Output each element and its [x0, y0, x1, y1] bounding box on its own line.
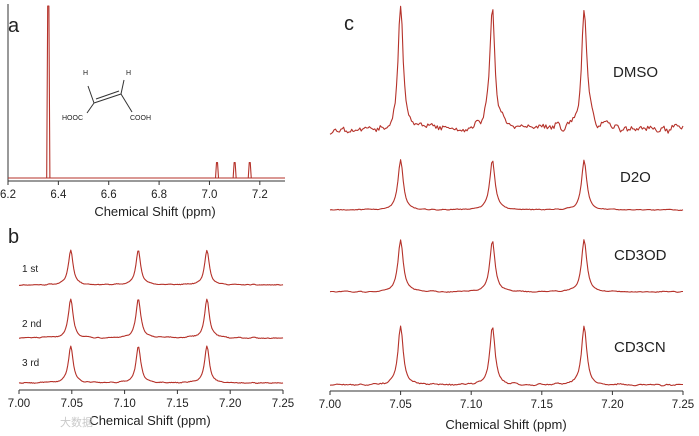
- x-tick-label: 7.2: [252, 189, 268, 201]
- panel-a-letter: a: [8, 15, 20, 37]
- bond-cooh-left: [86, 102, 95, 114]
- x-tick-label: 7.10: [460, 399, 482, 411]
- bond-h-right: [120, 79, 125, 95]
- spectrum-line: [329, 159, 684, 212]
- panel-a-xlabel: Chemical Shift (ppm): [94, 204, 215, 219]
- bond-h-left: [87, 85, 95, 104]
- spectrum-line: [18, 249, 284, 286]
- panel-b-xlabel: Chemical Shift (ppm): [89, 413, 210, 428]
- spectrum-line: [329, 325, 683, 387]
- run-label-1: 1 st: [22, 264, 38, 275]
- solvent-label-cd3od: CD3OD: [614, 247, 667, 264]
- x-tick-label: 7.20: [219, 398, 241, 410]
- nmr-peak: [214, 161, 220, 179]
- maleic-acid-structure: H H HOOC COOH: [62, 70, 151, 122]
- spectrum-line: [329, 239, 683, 293]
- x-tick-label: 7.25: [272, 398, 294, 410]
- mol-cooh: COOH: [130, 115, 151, 122]
- solvent-label-d2o: D2O: [620, 169, 651, 186]
- nmr-peak: [232, 161, 237, 179]
- x-tick-label: 7.10: [113, 398, 135, 410]
- bond-double-outer: [93, 93, 122, 104]
- x-tick-label: 7.25: [672, 399, 694, 411]
- x-tick-label: 7.00: [8, 398, 30, 410]
- x-tick-label: 7.05: [61, 398, 83, 410]
- x-tick-label: 7.15: [531, 399, 553, 411]
- panel-c-letter: c: [344, 13, 354, 35]
- run-label-3: 3 rd: [22, 358, 39, 369]
- mol-hooc: HOOC: [62, 115, 83, 122]
- x-tick-label: 7.0: [201, 189, 217, 201]
- panel-c-xlabel: Chemical Shift (ppm): [445, 417, 566, 432]
- chart-panel-b: 7.00 7.05 7.10 7.15 7.20 7.25: [8, 249, 294, 410]
- nmr-peak: [247, 161, 252, 179]
- spectrum-line: [329, 5, 684, 135]
- run-label-2: 2 nd: [22, 319, 41, 330]
- spectrum-line: [18, 345, 284, 385]
- mol-h-left: H: [83, 70, 88, 77]
- solvent-label-dmso: DMSO: [613, 64, 658, 81]
- x-tick-label: 7.15: [166, 398, 188, 410]
- x-tick-label: 7.05: [389, 399, 411, 411]
- chart-panel-c: 7.00 7.05 7.10 7.15 7.20 7.25: [319, 5, 694, 411]
- x-tick-label: 7.20: [601, 399, 623, 411]
- nmr-peak: [46, 5, 51, 179]
- bond-cooh-right: [120, 93, 133, 113]
- panel-b-letter: b: [8, 226, 19, 248]
- mol-h-right: H: [126, 70, 131, 77]
- x-tick-label: 6.6: [101, 189, 117, 201]
- x-tick-label: 6.4: [50, 189, 67, 201]
- x-tick-label: 6.8: [151, 189, 167, 201]
- chart-panel-a: 6.2 6.4 6.6 6.8 7.0 7.2: [0, 4, 285, 201]
- solvent-label-cd3cn: CD3CN: [614, 339, 666, 356]
- bond-double-inner: [95, 90, 120, 100]
- spectrum-line: [19, 298, 284, 340]
- x-tick-label: 6.2: [0, 189, 16, 201]
- watermark-text: 大数据: [60, 415, 93, 429]
- x-tick-label: 7.00: [319, 399, 341, 411]
